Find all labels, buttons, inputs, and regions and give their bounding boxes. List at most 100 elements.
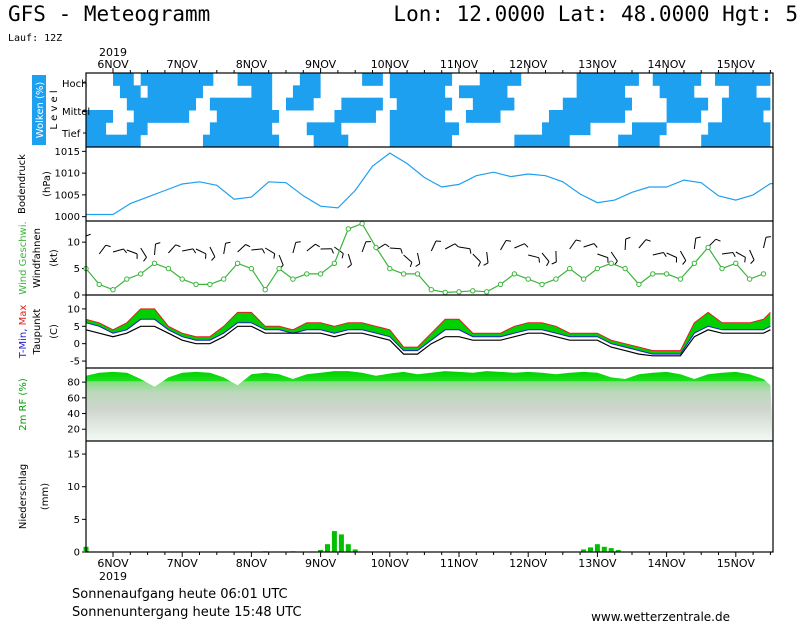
precip-bar	[594, 544, 600, 552]
wind-barb	[652, 252, 664, 256]
tmin-line	[85, 318, 771, 355]
wind-barb	[292, 242, 297, 254]
rh-ylabel: 2m RF (%)	[18, 378, 29, 431]
wind-barb	[500, 240, 507, 251]
location-coords: Lon: 12.0000 Lat: 48.0000 Hgt: 5	[393, 2, 798, 26]
wind-speed-point	[525, 276, 531, 282]
precip-bar	[352, 549, 358, 552]
wind-barb	[514, 243, 525, 249]
cloud-cover-block	[548, 110, 626, 123]
cloud-cover-block	[126, 97, 197, 111]
wind-barb	[251, 248, 263, 251]
wind-barb	[278, 254, 284, 266]
cloud-cover-block	[209, 122, 273, 136]
day-label-bottom: 10NOV	[371, 557, 410, 570]
wind-speed-point	[359, 220, 365, 227]
wind-barb	[154, 243, 156, 256]
wind-speed-point	[110, 287, 116, 293]
wind-speed-point	[304, 271, 310, 277]
wind-barb	[126, 249, 138, 255]
wind-speed-point	[442, 289, 448, 296]
wind-speed-point	[317, 271, 324, 277]
wind-speed-point	[428, 287, 434, 293]
pressure-tick-label: 1015	[55, 147, 80, 158]
cloud-cover-block	[708, 122, 771, 136]
cloud-cover-block	[618, 134, 660, 148]
wind-barb	[334, 246, 344, 254]
day-label-top: 12NOV	[509, 58, 548, 71]
wind-speed-point	[138, 271, 144, 277]
wind-barb-feather	[211, 256, 216, 261]
cloud-cover-block	[202, 134, 280, 148]
wind-speed-point	[691, 260, 697, 266]
day-label-bottom: 12NOV	[509, 557, 548, 570]
wind-barb	[610, 251, 618, 262]
wind-barb-feather	[575, 239, 582, 242]
wind-barb	[98, 244, 107, 255]
precip-bar	[338, 534, 344, 552]
wind-speed-point	[484, 289, 490, 295]
wind-speed-point	[179, 276, 185, 282]
wind-speed-point	[553, 276, 559, 282]
cloud-cover-block	[542, 122, 591, 136]
clouds-ylabel-level: L e v e l	[49, 90, 60, 129]
wind-barb-feather	[454, 243, 460, 248]
sunrise-text: Sonnenaufgang heute 06:01 UTC	[72, 587, 288, 602]
cloud-cover-block	[119, 85, 141, 99]
wind-speed-point	[746, 276, 753, 282]
cloud-cover-block	[292, 85, 321, 99]
wind-barb	[223, 243, 227, 255]
temp-range-band	[86, 308, 771, 355]
wind-barb	[486, 251, 489, 263]
cloud-cover-block	[86, 110, 113, 123]
rh-tick-label: 40	[67, 409, 80, 420]
wind-barb	[721, 252, 733, 255]
precip-bar	[588, 547, 593, 552]
cloud-cover-block	[237, 73, 273, 86]
pressure-tick-label: 1010	[55, 169, 80, 180]
cloud-cover-block	[715, 73, 771, 86]
cloud-cover-block	[389, 85, 446, 99]
precip-tick-label: 0	[74, 548, 80, 559]
tmin-label: T-Min,	[18, 325, 29, 359]
wind-barb	[430, 240, 437, 252]
wind-barb-feather	[409, 262, 413, 268]
cloud-cover-block	[479, 73, 522, 86]
chart-title: GFS - Meteogramm	[8, 2, 211, 26]
cloud-cover-block	[576, 73, 639, 86]
wind-barb-feather	[744, 257, 746, 263]
temp-tick-label: 5	[74, 322, 80, 333]
cloud-cover-block	[216, 110, 280, 123]
cloud-cover-block	[728, 85, 757, 99]
wind-barb-feather	[695, 236, 701, 239]
precip-tick-label: 15	[67, 450, 80, 461]
cloud-cover-block	[389, 134, 453, 148]
wind-barb-feather	[341, 253, 344, 259]
day-label-bottom: 15NOV	[717, 557, 756, 570]
pressure-ylabel: Bodendruck	[17, 154, 28, 214]
cloud-cover-block	[113, 73, 134, 86]
wind-barb	[679, 250, 687, 261]
wind-barb-feather	[645, 239, 651, 242]
cloud-cover-block	[147, 85, 203, 99]
wind-barb	[361, 241, 367, 253]
precip-bar	[601, 546, 607, 552]
wind-barb-feather	[505, 240, 512, 242]
wind-speed-point	[594, 265, 601, 272]
wind-barb-feather	[538, 257, 540, 263]
cloud-cover-block	[286, 97, 314, 111]
wind-barb-feather	[750, 259, 755, 264]
wind-barb-feather	[295, 241, 301, 243]
temp-tick-label: 0	[74, 339, 80, 350]
wind-barb	[264, 247, 275, 255]
wind-barb-feather	[593, 243, 598, 248]
precip-bar	[615, 550, 621, 552]
tmax-label: Max	[18, 305, 29, 326]
wind-speed-point	[567, 265, 573, 272]
wind-speed-point	[608, 260, 614, 266]
wind-barb	[528, 254, 540, 259]
wind-barb-feather	[715, 238, 721, 242]
wind-speed-point	[636, 281, 642, 288]
cloud-cover-block	[562, 97, 632, 111]
wind-speed-point	[248, 265, 255, 272]
